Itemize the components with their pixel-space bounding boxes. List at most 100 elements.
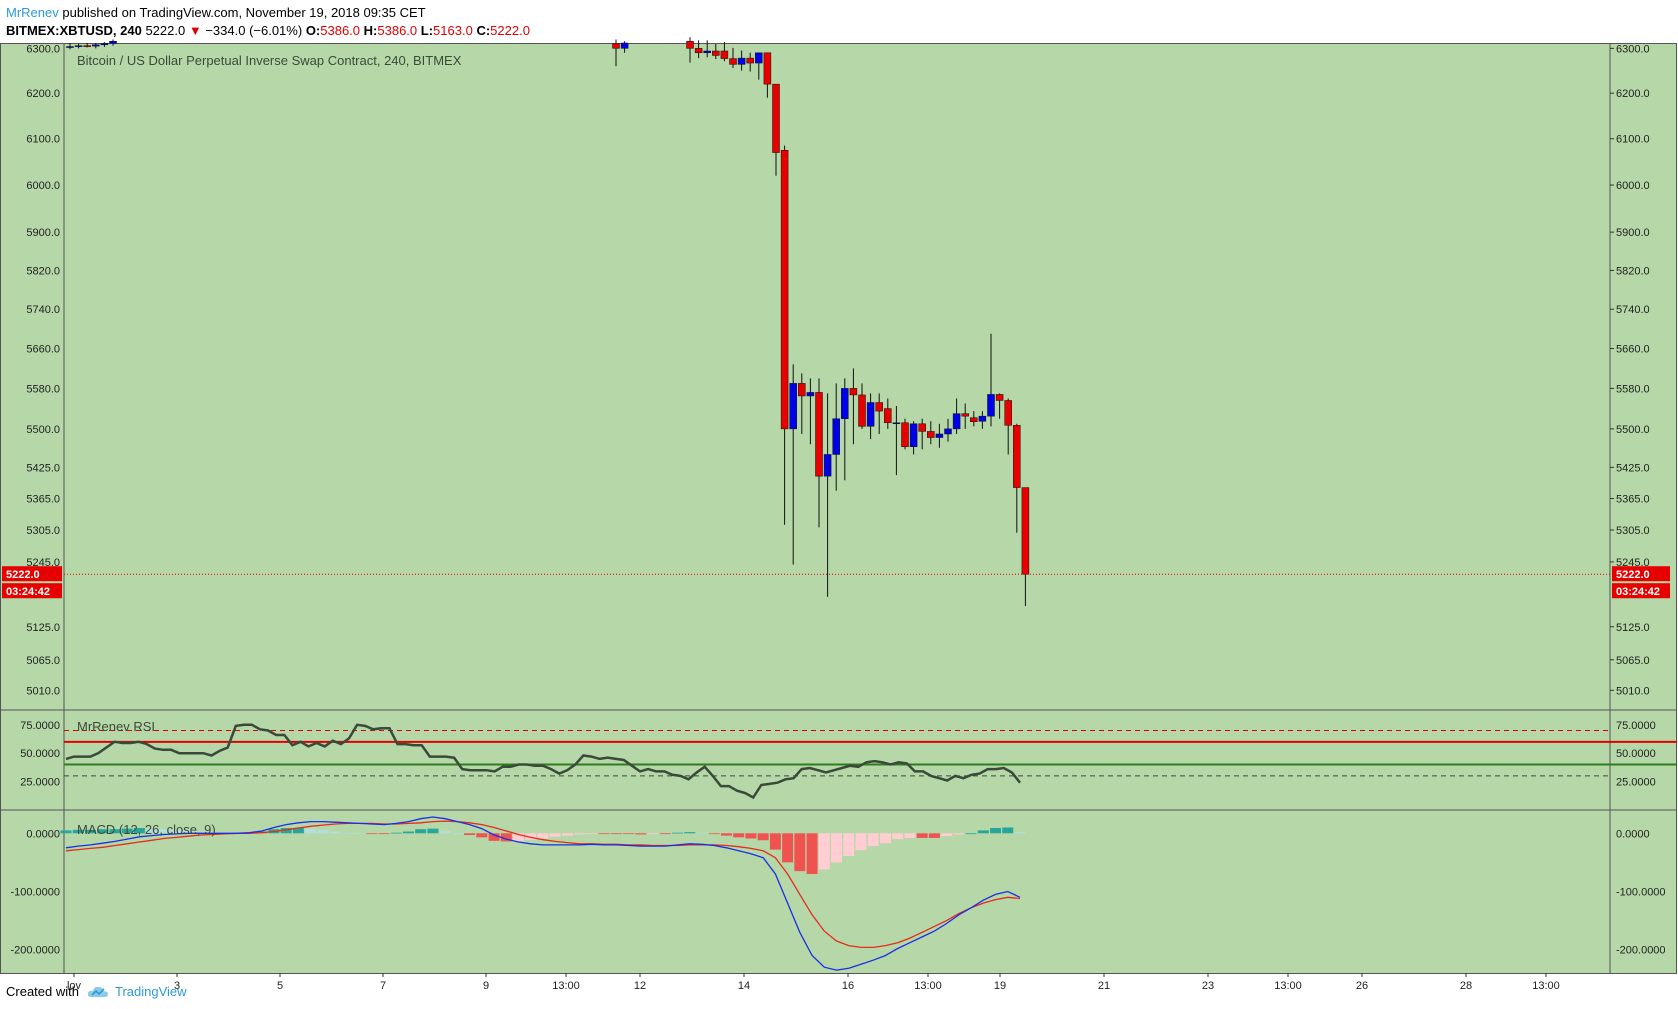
candle-body xyxy=(1013,425,1021,488)
rsi-axis-left-tick: 50.0000 xyxy=(20,748,60,760)
price-axis-left-tick: 5365.0 xyxy=(26,494,60,506)
time-axis-tick: 7 xyxy=(380,980,386,992)
author-link[interactable]: MrRenev xyxy=(6,5,59,20)
candle-body xyxy=(815,392,823,477)
candle-body xyxy=(66,46,74,48)
last-price-tag-text: 5222.0 xyxy=(6,569,40,581)
high-label: H: xyxy=(363,23,378,38)
candle-body xyxy=(737,57,746,65)
time-axis-tick: 5 xyxy=(277,980,283,992)
candle-body xyxy=(995,394,1004,401)
macd-histogram-bar xyxy=(733,833,745,838)
price-axis-right-tick: 5580.0 xyxy=(1616,383,1650,395)
price-legend-title: Bitcoin / US Dollar Perpetual Inverse Sw… xyxy=(77,53,462,68)
price-axis-left-tick: 5245.0 xyxy=(26,557,60,569)
macd-histogram-bar xyxy=(525,833,537,840)
macd-histogram-bar xyxy=(476,833,488,838)
price-axis-right-tick: 6300.0 xyxy=(1616,43,1650,55)
macd-axis-left-tick: -100.0000 xyxy=(10,887,60,899)
macd-axis-right-tick: -200.0000 xyxy=(1616,945,1666,957)
candle-body xyxy=(686,40,694,49)
macd-histogram-bar xyxy=(415,829,427,834)
macd-histogram-bar xyxy=(513,833,525,841)
low-value: 5163.0 xyxy=(433,23,473,38)
macd-histogram-bar xyxy=(133,828,145,834)
price-axis-right-tick: 5305.0 xyxy=(1616,525,1650,537)
candle-body xyxy=(901,422,909,448)
rsi-axis-left-tick: 75.0000 xyxy=(20,720,60,732)
tradingview-cloud-icon[interactable] xyxy=(87,985,109,999)
macd-histogram-bar xyxy=(977,830,989,834)
candle-body xyxy=(746,57,754,64)
candle-body xyxy=(849,388,858,396)
low-label: L: xyxy=(420,23,434,38)
rsi-line xyxy=(65,723,1021,800)
candle-body xyxy=(858,394,866,427)
macd-histogram-bar xyxy=(696,832,708,834)
time-axis-tick: 13:00 xyxy=(1532,980,1560,992)
rsi-axis-left-tick: 25.0000 xyxy=(20,777,60,789)
open-value: 5386.0 xyxy=(320,23,361,38)
open-label: O: xyxy=(305,23,321,38)
price-axis-right-tick: 5010.0 xyxy=(1616,685,1650,697)
candle-body xyxy=(1021,487,1030,575)
macd-histogram-bar xyxy=(427,828,439,834)
price-axis-right-tick: 5900.0 xyxy=(1616,227,1650,239)
macd-histogram-bar xyxy=(317,829,329,834)
candle-body xyxy=(92,44,100,47)
countdown-tag-text: 03:24:42 xyxy=(1616,586,1660,598)
macd-histogram-bar xyxy=(916,833,928,838)
high-value: 5386.0 xyxy=(377,23,418,38)
price-axis-right-tick: 5065.0 xyxy=(1616,655,1650,667)
macd-histogram-bar xyxy=(720,833,732,836)
price-axis-left-tick: 5820.0 xyxy=(26,265,60,277)
macd-histogram-bar xyxy=(647,833,659,835)
macd-histogram-bar xyxy=(928,833,940,838)
macd-histogram-bar xyxy=(867,833,879,847)
price-axis-right-tick: 5500.0 xyxy=(1616,424,1650,436)
countdown-tag xyxy=(1612,583,1670,599)
candle-body xyxy=(109,40,117,44)
macd-histogram-bar xyxy=(635,833,647,835)
macd-histogram-bar xyxy=(170,829,182,834)
tradingview-brand-link[interactable]: TradingView xyxy=(114,984,187,999)
macd-histogram-bar xyxy=(892,833,904,840)
price-axis-right-tick: 5125.0 xyxy=(1616,622,1650,634)
time-axis-tick: 26 xyxy=(1356,980,1368,992)
macd-axis-left-tick: -200.0000 xyxy=(10,945,60,957)
price-axis-left-tick: 5580.0 xyxy=(26,383,60,395)
symbol-name: BITMEX:XBTUSD, 240 xyxy=(6,23,142,38)
price-axis-right-tick: 5740.0 xyxy=(1616,304,1650,316)
candle-body xyxy=(755,52,763,64)
macd-histogram-bar xyxy=(84,829,96,834)
time-axis-tick: 28 xyxy=(1460,980,1472,992)
candle-body xyxy=(798,383,806,397)
macd-axis-right-tick: -100.0000 xyxy=(1616,887,1666,899)
candle-body xyxy=(772,83,780,153)
left-axis-background xyxy=(0,43,65,973)
candle-body xyxy=(978,415,987,422)
chart-border xyxy=(0,43,1677,974)
macd-histogram-bar xyxy=(146,828,158,834)
candle-body xyxy=(789,383,797,430)
macd-histogram-bar xyxy=(537,833,549,839)
macd-histogram-bar xyxy=(879,833,891,844)
time-axis-tick: 13:00 xyxy=(552,980,580,992)
candle-body xyxy=(944,428,952,435)
macd-histogram-bar xyxy=(586,833,598,835)
macd-histogram-bar xyxy=(1002,827,1014,834)
price-axis-right-tick: 6000.0 xyxy=(1616,180,1650,192)
macd-histogram-bar xyxy=(72,829,84,834)
candle-body xyxy=(780,149,789,430)
rsi-axis-right-tick: 75.0000 xyxy=(1616,720,1656,732)
macd-histogram-bar xyxy=(464,833,476,836)
macd-histogram-bar xyxy=(904,833,916,838)
macd-histogram-bar xyxy=(305,828,317,834)
candle-body xyxy=(729,58,737,65)
price-axis-left-tick: 5425.0 xyxy=(26,462,60,474)
price-axis-left-tick: 5305.0 xyxy=(26,525,60,537)
candle-body xyxy=(987,394,995,417)
time-axis-tick: 13:00 xyxy=(914,980,942,992)
candle-body xyxy=(892,422,901,425)
